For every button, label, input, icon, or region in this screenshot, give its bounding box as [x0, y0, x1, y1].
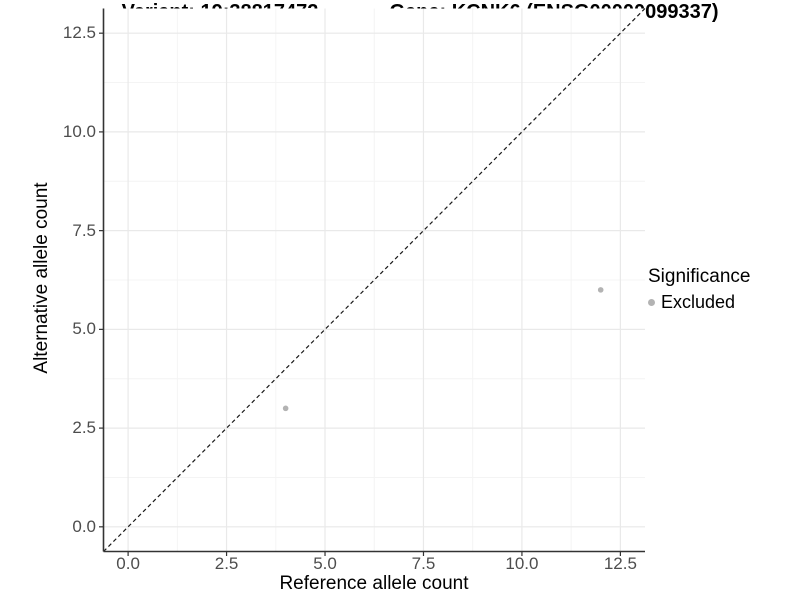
- x-tick-label: 7.5: [411, 554, 436, 573]
- y-axis-title: Alternative allele count: [31, 182, 52, 374]
- identity-dashed-line: [103, 8, 646, 552]
- data-point: [597, 287, 604, 293]
- x-axis-title: Reference allele count: [279, 573, 469, 594]
- y-tick-label: 5.0: [72, 319, 96, 339]
- legend-point-marker-icon: [648, 299, 655, 306]
- y-tick-label: 2.5: [72, 418, 96, 438]
- legend-title: Significance: [648, 266, 751, 287]
- legend-item-label: Excluded: [661, 292, 736, 312]
- y-tick-label: 7.5: [72, 220, 96, 240]
- data-point: [282, 405, 289, 412]
- y-tick-label: 12.5: [62, 23, 96, 43]
- x-tick-label: 5.0: [313, 554, 337, 573]
- y-tick-label: 10.0: [62, 121, 96, 141]
- legend-item-excluded: Excluded: [648, 292, 750, 313]
- x-tick-label: 12.5: [603, 554, 637, 573]
- legend: Significance Excluded: [648, 266, 750, 313]
- x-tick-label: 10.0: [505, 554, 539, 573]
- x-tick-label: 2.5: [214, 554, 239, 573]
- y-tick-label: 0.0: [72, 516, 96, 536]
- x-tick-label: 0.0: [116, 554, 140, 573]
